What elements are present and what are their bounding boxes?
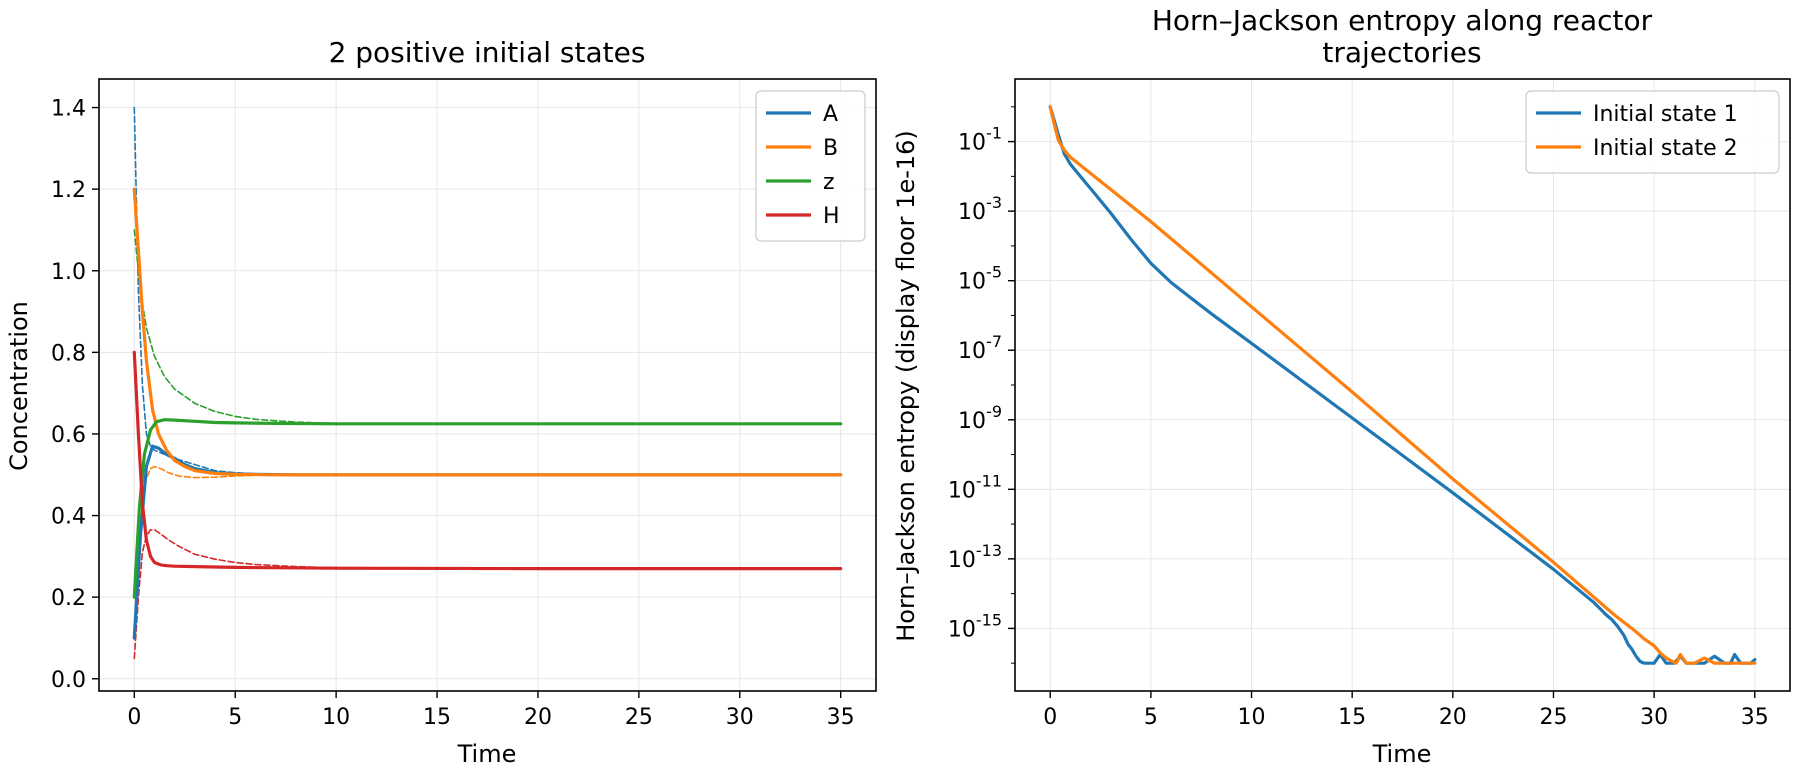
x-tick-label: 0 (1043, 705, 1057, 730)
x-tick-label: 10 (1238, 705, 1266, 730)
right-panel: 0 5 10 15 20 25 30 35 10-1 10-3 10-5 10-7 10-9 10-11 1… (892, 4, 1791, 768)
legend-label: H (823, 204, 840, 229)
y-tick-label: 0.0 (51, 668, 86, 693)
right-x-axis-label: Time (1372, 740, 1432, 768)
x-tick-label: 15 (1338, 705, 1366, 730)
x-tick-label: 25 (1539, 705, 1567, 730)
y-tick-label: 0.6 (51, 423, 86, 448)
series-line-b (132, 187, 843, 477)
right-chart-title-line1: Horn–Jackson entropy along reactor (1152, 4, 1653, 37)
x-tick-label: 15 (423, 705, 451, 730)
series-line-initial-state-1 (1048, 105, 1757, 665)
right-chart-title-line2: trajectories (1322, 36, 1481, 69)
left-panel: 0 5 10 15 20 25 30 35 0.0 0.2 0.4 0.6 0.8 1.0 1.2 1.4 2… (5, 36, 877, 768)
right-y-axis-label: Horn–Jackson entropy (display floor 1e-1… (892, 130, 920, 642)
series-line-h (132, 350, 843, 571)
x-tick-label: 5 (1144, 705, 1158, 730)
x-tick-label: 35 (1741, 705, 1769, 730)
series-line-initial-state-2 (1048, 105, 1757, 665)
x-tick-label: 30 (726, 705, 754, 730)
legend-label: B (823, 136, 838, 161)
x-tick-label: 5 (228, 705, 242, 730)
x-tick-label: 20 (1439, 705, 1467, 730)
y-tick-label: 10-7 (958, 332, 1002, 364)
x-tick-label: 10 (322, 705, 350, 730)
series-line-z (132, 418, 843, 599)
y-tick-label: 1.4 (51, 97, 86, 122)
y-tick-label: 10-15 (948, 610, 1002, 642)
y-tick-label: 10-3 (958, 193, 1002, 225)
x-tick-label: 0 (127, 705, 141, 730)
legend-box (755, 90, 866, 242)
x-tick-label: 30 (1640, 705, 1668, 730)
y-tick-label: 0.2 (51, 586, 86, 611)
x-tick-label: 25 (625, 705, 653, 730)
series-line-a-initial-state-2 (133, 106, 842, 476)
y-tick-label: 0.8 (51, 341, 86, 366)
legend-box (1525, 90, 1780, 174)
legend-label: Initial state 2 (1593, 136, 1738, 161)
legend-label: z (823, 170, 835, 195)
y-tick-label: 10-5 (958, 263, 1002, 295)
y-tick-label: 10-9 (958, 402, 1002, 434)
left-y-axis-label: Concentration (5, 301, 33, 471)
x-tick-label: 20 (524, 705, 552, 730)
y-tick-label: 1.2 (51, 178, 86, 203)
legend-label: A (823, 102, 838, 127)
right-legend: Initial state 1 Initial state 2 (1525, 90, 1780, 174)
y-tick-label: 0.4 (51, 505, 86, 530)
left-chart-title: 2 positive initial states (329, 36, 646, 69)
legend-label: Initial state 1 (1593, 102, 1738, 127)
series-line-h-initial-state-2 (133, 528, 842, 660)
y-tick-label: 10-13 (948, 541, 1002, 573)
y-tick-label: 10-1 (958, 124, 1002, 156)
x-tick-label: 35 (827, 705, 855, 730)
y-tick-label: 1.0 (51, 260, 86, 285)
y-tick-label: 10-11 (948, 471, 1002, 503)
left-plot-frame (98, 78, 877, 692)
series-line-z-initial-state-2 (133, 229, 842, 425)
series-line-b-initial-state-2 (133, 465, 842, 639)
left-x-axis-label: Time (457, 740, 517, 768)
